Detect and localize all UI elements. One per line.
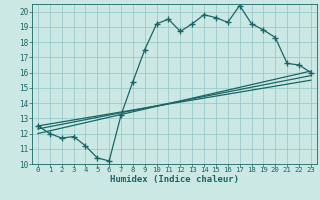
X-axis label: Humidex (Indice chaleur): Humidex (Indice chaleur): [110, 175, 239, 184]
